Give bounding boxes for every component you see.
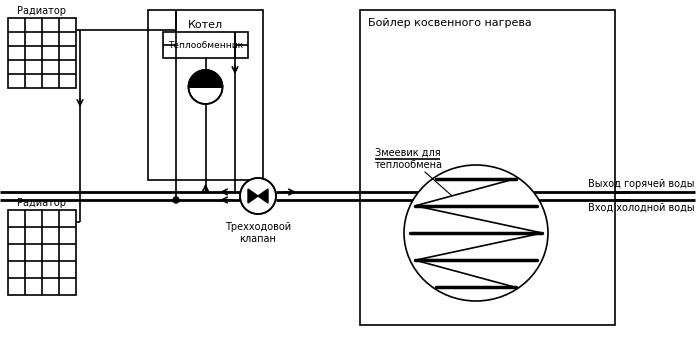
Text: Трехходовой
клапан: Трехходовой клапан — [225, 222, 291, 244]
Text: Теплообменник: Теплообменник — [168, 40, 243, 49]
Polygon shape — [188, 70, 223, 87]
Text: Котел: Котел — [188, 20, 223, 30]
Circle shape — [188, 70, 223, 104]
Bar — [163, 32, 248, 58]
Circle shape — [173, 197, 179, 203]
Bar — [8, 210, 76, 295]
Text: Выход горячей воды: Выход горячей воды — [589, 179, 695, 189]
Text: Бойлер косвенного нагрева: Бойлер косвенного нагрева — [368, 18, 532, 28]
Bar — [360, 10, 615, 325]
Ellipse shape — [404, 165, 548, 301]
Text: Змеевик для
теплообмена: Змеевик для теплообмена — [375, 148, 443, 170]
Text: Радиатор: Радиатор — [18, 6, 66, 16]
Polygon shape — [258, 189, 268, 203]
Bar — [148, 10, 263, 180]
Text: Радиатор: Радиатор — [18, 198, 66, 208]
Circle shape — [240, 178, 276, 214]
Bar — [8, 18, 76, 88]
Polygon shape — [248, 189, 258, 203]
Text: Вход холодной воды: Вход холодной воды — [589, 203, 695, 213]
